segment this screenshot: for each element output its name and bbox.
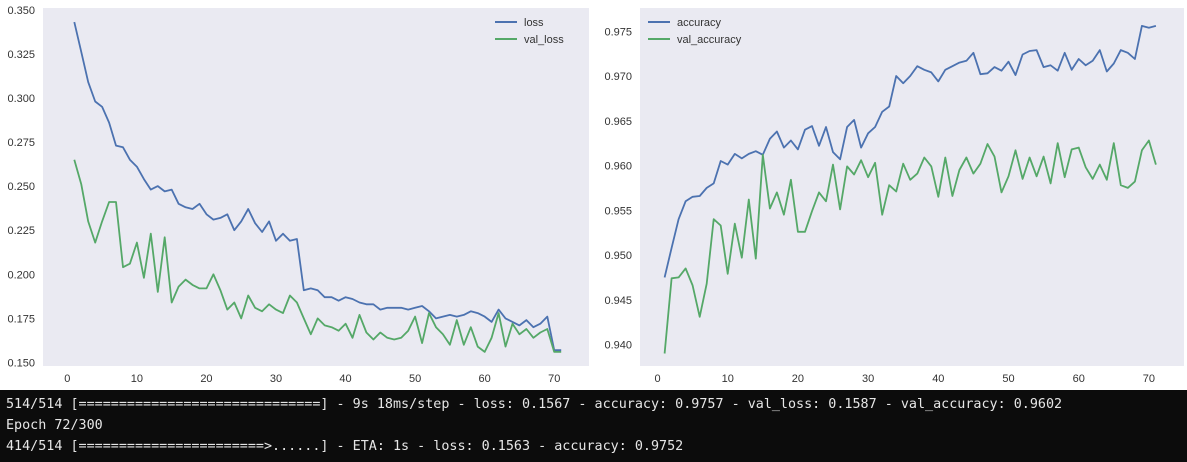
legend-label-loss: loss: [524, 17, 544, 29]
acc-x-tick-label: 40: [932, 373, 944, 385]
legend-label-val-accuracy: val_accuracy: [677, 34, 742, 46]
series-line-accuracy: [663, 24, 1157, 278]
acc-x-tick-label: 10: [722, 373, 734, 385]
loss-y-tick-label: 0.350: [7, 5, 35, 17]
legend-label-accuracy: accuracy: [677, 17, 722, 29]
loss-x-tick-label: 70: [548, 373, 560, 385]
console-line-progress-complete: 514/514 [==============================]…: [6, 397, 1063, 412]
console-output[interactable]: 514/514 [==============================]…: [0, 390, 1187, 462]
acc-y-tick-label: 0.960: [604, 161, 632, 173]
loss-x-tick-label: 40: [339, 373, 351, 385]
series-line-val-accuracy: [663, 139, 1157, 354]
loss-chart: 0.150 0.175 0.200 0.225 0.250 0.275 0.300 0.325…: [7, 5, 589, 385]
acc-x-tick-label: 60: [1073, 373, 1085, 385]
acc-x-tick-label: 70: [1143, 373, 1155, 385]
console-line-progress-current: 414/514 [=======================>......]…: [6, 439, 684, 454]
series-line-val-loss: [73, 159, 562, 353]
loss-y-tick-label: 0.275: [7, 137, 35, 149]
acc-x-tick-label: 30: [862, 373, 874, 385]
loss-y-tick-label: 0.225: [7, 225, 35, 237]
loss-x-tick-label: 0: [64, 373, 70, 385]
loss-plot-area: [43, 8, 589, 366]
acc-y-tick-label: 0.975: [604, 26, 632, 38]
acc-y-tick-label: 0.950: [604, 250, 632, 262]
loss-x-tick-label: 60: [479, 373, 491, 385]
acc-legend: accuracy val_accuracy: [648, 17, 742, 46]
legend-label-val-loss: val_loss: [524, 34, 564, 46]
acc-y-tick-label: 0.970: [604, 71, 632, 83]
charts-area: 0.150 0.175 0.200 0.225 0.250 0.275 0.300 0.325…: [7, 5, 1184, 385]
loss-x-tick-label: 20: [200, 373, 212, 385]
acc-y-tick-label: 0.945: [604, 295, 632, 307]
loss-y-tick-label: 0.300: [7, 93, 35, 105]
loss-y-tick-label: 0.325: [7, 49, 35, 61]
loss-x-tick-label: 50: [409, 373, 421, 385]
acc-y-tick-label: 0.940: [604, 340, 632, 352]
acc-y-tick-label: 0.965: [604, 116, 632, 128]
loss-y-tick-label: 0.250: [7, 181, 35, 193]
loss-y-tick-label: 0.150: [7, 357, 35, 369]
acc-x-tick-label: 0: [654, 373, 660, 385]
acc-plot-area: [640, 8, 1184, 366]
acc-x-tick-label: 20: [792, 373, 804, 385]
loss-legend: loss val_loss: [495, 17, 564, 46]
acc-y-tick-label: 0.955: [604, 205, 632, 217]
acc-x-tick-label: 50: [1002, 373, 1014, 385]
loss-x-tick-label: 30: [270, 373, 282, 385]
accuracy-chart: 0.940 0.945 0.950 0.955 0.960 0.965 0.970 0.975…: [604, 8, 1184, 385]
console-line-epoch: Epoch 72/300: [6, 418, 103, 433]
loss-x-tick-label: 10: [131, 373, 143, 385]
loss-y-tick-label: 0.175: [7, 313, 35, 325]
series-line-loss: [73, 21, 562, 352]
loss-y-tick-label: 0.200: [7, 269, 35, 281]
